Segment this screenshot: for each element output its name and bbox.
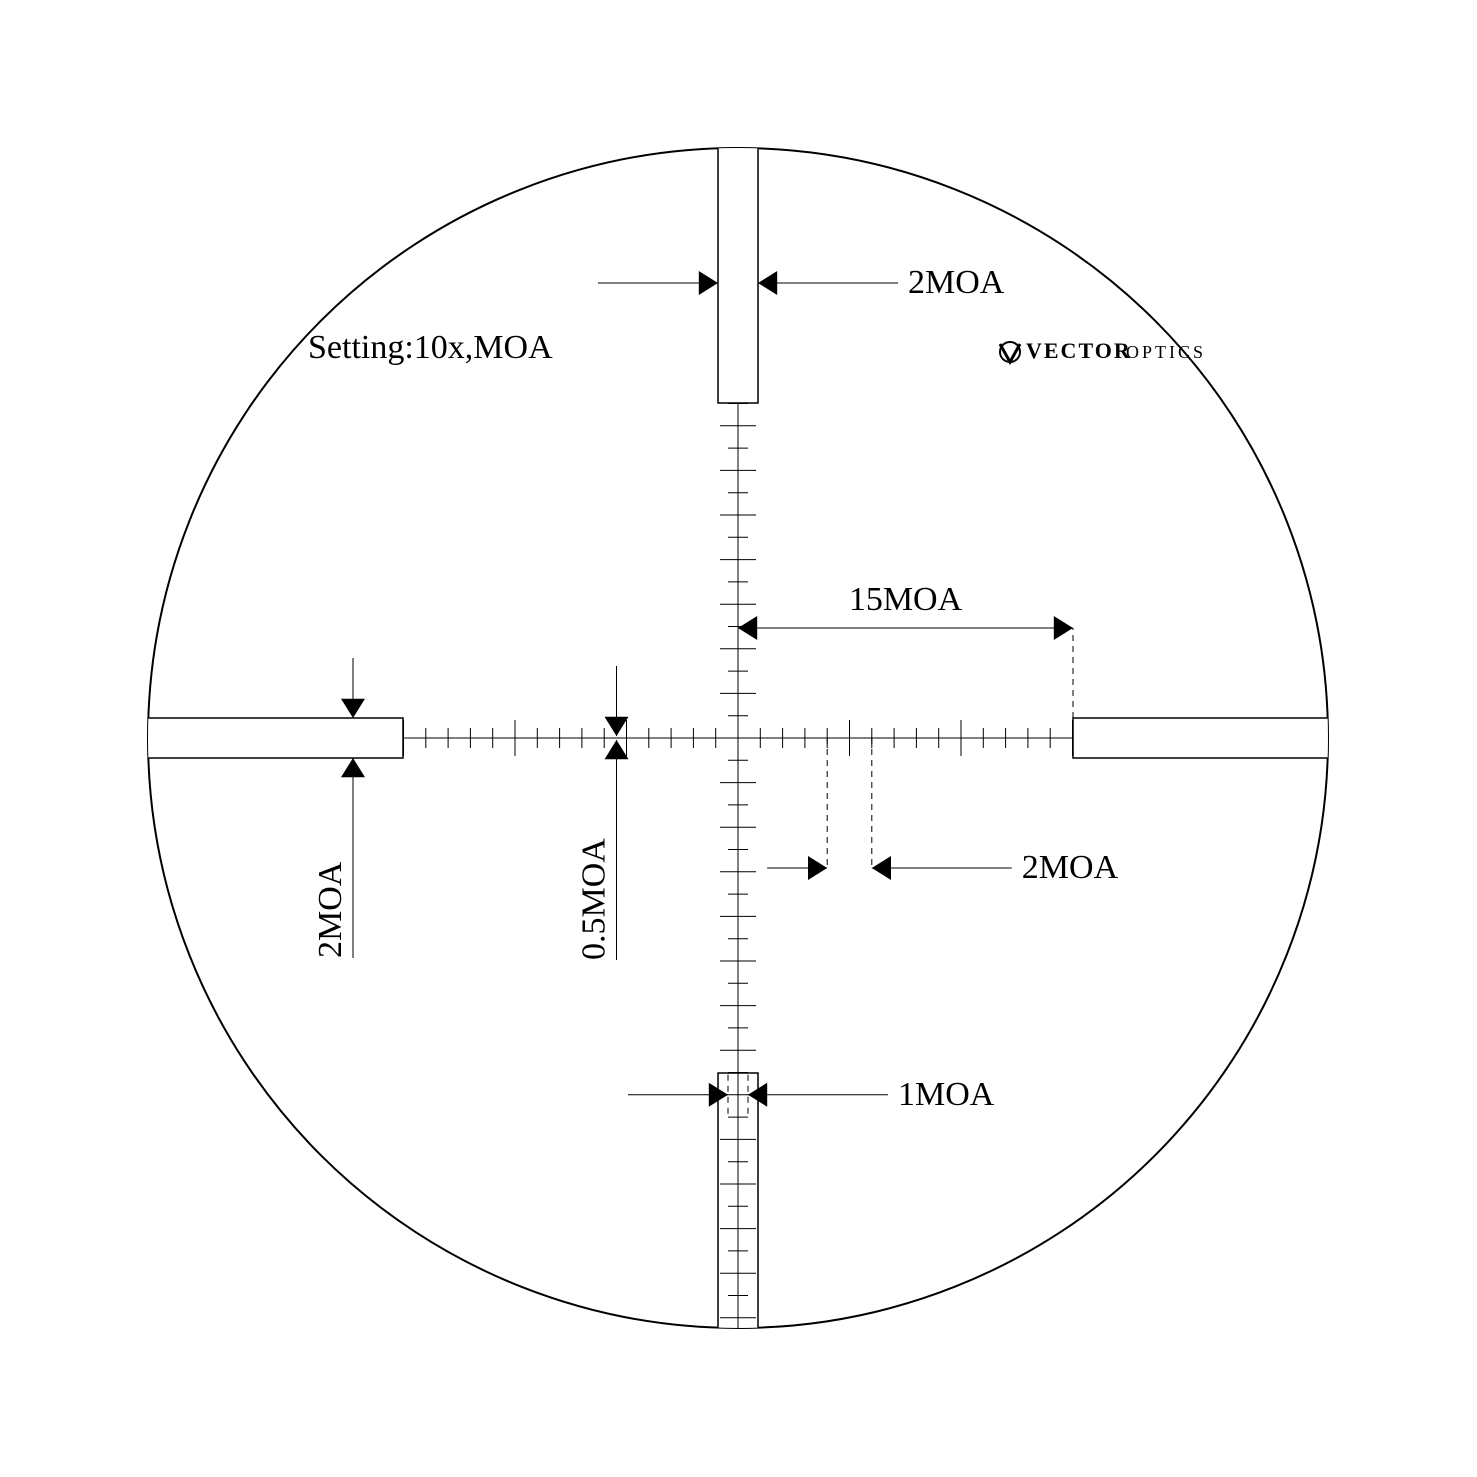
post-right	[1073, 718, 1333, 758]
label-right-span: 15MOA	[849, 581, 963, 618]
label-bottom-minor: 1MOA	[898, 1076, 995, 1113]
brand-sub: OPTICS	[1126, 342, 1206, 362]
label-setting: Setting:10x,MOA	[308, 329, 553, 366]
post-top	[718, 143, 758, 403]
label-left-post: 2MOA	[312, 861, 349, 958]
brand-main: VECTOR	[1026, 338, 1132, 363]
label-right-minor: 2MOA	[1022, 849, 1119, 886]
label-top-post: 2MOA	[908, 264, 1005, 301]
post-left	[143, 718, 403, 758]
label-fine-line: 0.5MOA	[576, 838, 613, 960]
brand-logo: VECTOROPTICS	[1000, 338, 1206, 363]
